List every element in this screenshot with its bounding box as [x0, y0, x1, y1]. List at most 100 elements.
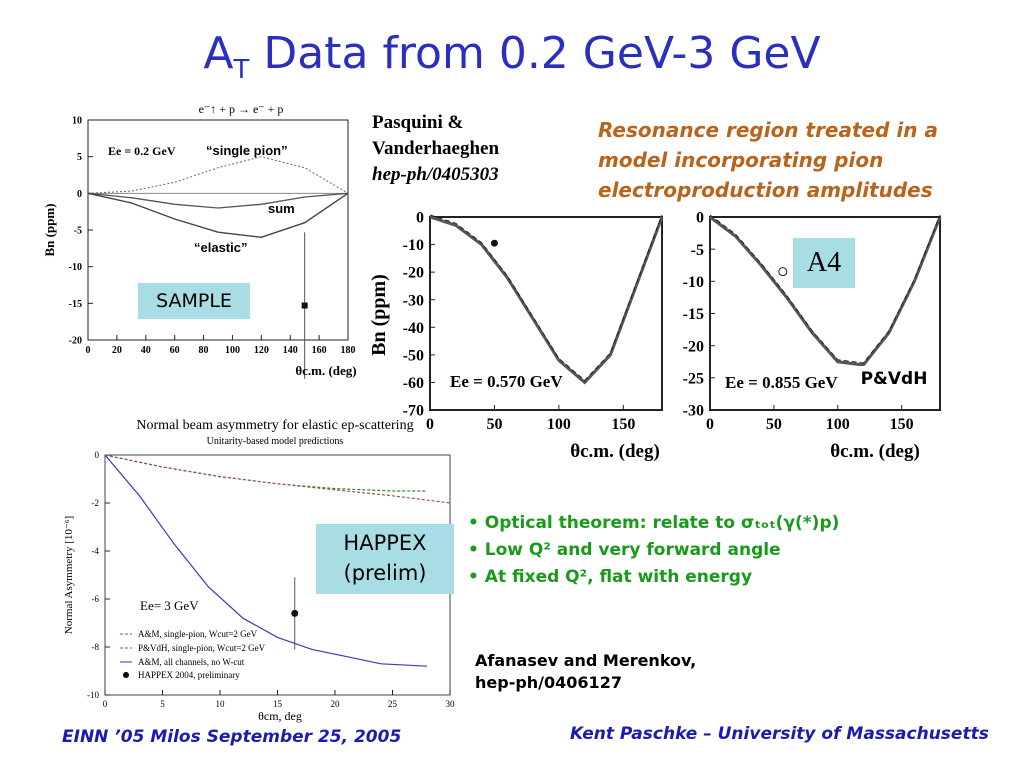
data-point [490, 239, 498, 247]
x-tick-label: 15 [273, 699, 283, 709]
chart2-ylabel: Bn (ppm) [368, 274, 390, 356]
x-tick-label: 25 [388, 699, 398, 709]
x-tick-label: 30 [446, 699, 456, 709]
chart-low-energy: e⁻↑ + p → e⁻ + p 0 20 40 60 80 100 120 140 160 18… [42, 102, 357, 379]
legend-label-4: HAPPEX 2004, preliminary [138, 670, 240, 680]
y-tick-label: -15 [683, 306, 704, 323]
series-line [87, 192, 349, 209]
chart1-label-elastic: “elastic” [194, 240, 247, 255]
chart4-ylabel: Normal Asymmetry [10⁻⁶] [63, 516, 75, 634]
x-tick-label: 150 [611, 416, 635, 433]
y-tick-label: -5 [691, 242, 704, 259]
bullet-item-1: • Optical theorem: relate to σₜₒₜ(γ(*)p) [468, 513, 840, 533]
series-line [429, 215, 664, 385]
x-tick-label: 0 [103, 699, 108, 709]
footer-left: EINN ’05 Milos September 25, 2005 [62, 727, 402, 747]
y-tick-label: -8 [92, 642, 100, 652]
y-tick-label: -10 [403, 237, 424, 254]
x-tick-label: 140 [283, 345, 298, 356]
legend-label-2: P&VdH, single-pion, Wcut=2 GeV [138, 643, 266, 653]
data-point [778, 267, 788, 277]
chart3-xlabel: θc.m. (deg) [830, 441, 920, 462]
chart2-frame [429, 216, 663, 411]
y-tick-label: -6 [92, 594, 100, 604]
afanasev-authors: Afanasev and Merenkov, [475, 651, 697, 670]
series-line [709, 215, 942, 367]
x-tick-label: 20 [331, 699, 341, 709]
y-tick-label: -10 [87, 690, 99, 700]
data-point [291, 609, 299, 617]
chart1-energy: Ee = 0.2 GeV [108, 144, 176, 158]
y-tick-label: 5 [77, 152, 82, 163]
x-tick-label: 100 [547, 416, 571, 433]
chart1-label-sum: sum [268, 201, 295, 216]
series-line [104, 454, 451, 504]
series-line [104, 454, 428, 667]
x-tick-label: 40 [141, 345, 151, 356]
chart2-xlabel: θc.m. (deg) [570, 441, 660, 462]
y-tick-label: 10 [72, 116, 82, 127]
x-tick-label: 50 [766, 416, 782, 433]
y-tick-label: -15 [69, 299, 82, 310]
y-tick-label: -10 [683, 274, 704, 291]
authors-ref: hep-ph/0405303 [372, 164, 499, 185]
bullet-item-2: • Low Q² and very forward angle [468, 540, 781, 560]
y-tick-label: 0 [696, 210, 704, 227]
y-tick-label: 0 [95, 450, 100, 460]
y-tick-label: -70 [403, 403, 424, 420]
y-tick-label: -20 [69, 336, 82, 347]
chart4-legend: A&M, single-pion, Wcut=2 GeV P&VdH, sing… [120, 629, 266, 680]
series-line-alt [709, 214, 941, 364]
x-tick-label: 10 [216, 699, 226, 709]
chart2-energy: Ee = 0.570 GeV [450, 372, 563, 391]
x-tick-label: 50 [486, 416, 502, 433]
x-tick-label: 100 [225, 345, 240, 356]
y-tick-label: -30 [403, 292, 424, 309]
series-line-alt [429, 214, 663, 382]
chart-570: 0 50 100 150 0 -10 -20 -30 -40 -50 -60 -70 Bn (ppm)… [368, 210, 664, 462]
chart-3gev: Normal beam asymmetry for elastic ep-sca… [63, 418, 456, 723]
x-tick-label: 60 [170, 345, 180, 356]
y-tick-label: -4 [92, 546, 100, 556]
resonance-line-2: model incorporating pion [598, 148, 884, 172]
afanasev-ref-block: Afanasev and Merenkov, hep-ph/0406127 [475, 650, 696, 694]
chart4-subtitle: Unitarity-based model predictions [207, 436, 344, 447]
y-tick-label: -5 [74, 226, 82, 237]
slide-title: AT Data from 0.2 GeV-3 GeV [203, 28, 821, 85]
bullet-list: • Optical theorem: relate to σₜₒₜ(γ(*)p)… [468, 510, 839, 591]
authors-line1: Pasquini & [372, 112, 464, 133]
happex-line-2: (prelim) [343, 561, 427, 585]
y-tick-label: 0 [77, 189, 82, 200]
chart1-ylabel: Bn (ppm) [42, 203, 57, 256]
x-tick-label: 0 [706, 416, 714, 433]
x-tick-label: 160 [312, 345, 327, 356]
resonance-line-3: electroproduction amplitudes [598, 178, 933, 202]
resonance-note: Resonance region treated in a model inco… [598, 115, 938, 205]
authors-block: Pasquini & Vanderhaeghen hep-ph/0405303 [372, 110, 499, 188]
sample-label: SAMPLE [138, 283, 250, 319]
chart1-xlabel: θc.m. (deg) [295, 363, 356, 378]
chart4-xlabel: θcm, deg [258, 709, 302, 723]
x-tick-label: 120 [254, 345, 269, 356]
x-tick-label: 180 [341, 345, 356, 356]
y-tick-label: -20 [683, 338, 704, 355]
series-line [104, 454, 427, 492]
data-point [301, 302, 308, 309]
y-tick-label: -40 [403, 320, 424, 337]
happex-line-1: HAPPEX [343, 531, 427, 555]
afanasev-ref: hep-ph/0406127 [475, 673, 622, 692]
y-tick-label: -50 [403, 347, 424, 364]
y-tick-label: -30 [683, 403, 704, 420]
series-line [87, 156, 349, 194]
legend-label-1: A&M, single-pion, Wcut=2 GeV [138, 629, 258, 639]
x-tick-label: 20 [112, 345, 122, 356]
legend-swatch-4 [123, 672, 129, 678]
x-tick-label: 5 [160, 699, 165, 709]
chart4-energy: Ee= 3 GeV [140, 598, 199, 613]
chart4-title: Normal beam asymmetry for elastic ep-sca… [136, 418, 413, 433]
x-tick-label: 100 [826, 416, 850, 433]
series-line [87, 192, 349, 239]
x-tick-label: 150 [890, 416, 914, 433]
x-tick-label: 0 [86, 345, 91, 356]
